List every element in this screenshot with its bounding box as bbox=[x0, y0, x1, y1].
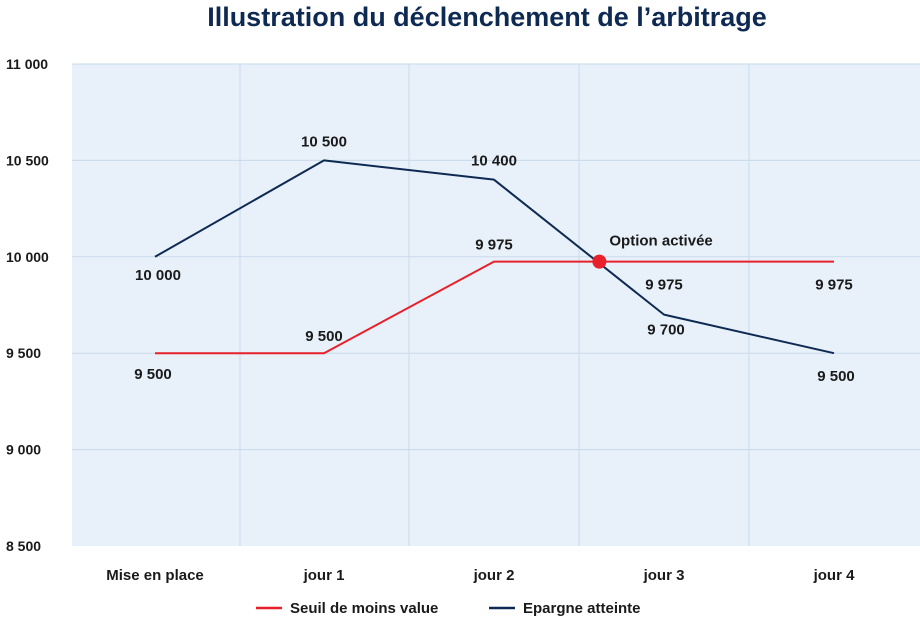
legend: Seuil de moins value Epargne atteinte bbox=[256, 600, 641, 617]
data-label: 9 500 bbox=[134, 366, 172, 383]
x-tick-label: jour 4 bbox=[813, 567, 855, 584]
y-tick-label: 11 000 bbox=[6, 56, 48, 72]
data-label: 10 000 bbox=[135, 267, 181, 284]
series-lines bbox=[154, 159, 835, 355]
y-tick-label: 9 500 bbox=[6, 345, 41, 361]
legend-label: Epargne atteinte bbox=[523, 600, 641, 617]
y-axis-ticks: 8 500 9 000 9 500 10 000 10 500 11 000 bbox=[6, 56, 49, 554]
chart-title: Illustration du déclenchement de l’arbit… bbox=[207, 2, 767, 32]
data-label: 10 500 bbox=[301, 133, 347, 150]
plot-background bbox=[72, 64, 920, 546]
data-labels: 9 500 9 500 9 975 9 975 9 975 10 000 10 500 10 … bbox=[134, 133, 855, 385]
x-tick-label: jour 1 bbox=[303, 567, 345, 584]
series-line-1 bbox=[154, 159, 835, 355]
y-tick-label: 10 500 bbox=[6, 152, 49, 168]
data-label: 9 500 bbox=[817, 368, 855, 385]
x-axis-ticks: Mise en place jour 1 jour 2 jour 3 jour 4 bbox=[106, 567, 855, 584]
x-tick-label: jour 3 bbox=[643, 567, 685, 584]
y-tick-label: 10 000 bbox=[6, 249, 49, 265]
x-tick-label: Mise en place bbox=[106, 567, 204, 584]
legend-label: Seuil de moins value bbox=[290, 600, 438, 617]
data-label: 9 975 bbox=[645, 277, 683, 294]
data-label: 9 500 bbox=[305, 328, 343, 345]
data-label: 9 975 bbox=[475, 237, 513, 254]
x-tick-label: jour 2 bbox=[473, 567, 515, 584]
annotation: Option activée bbox=[592, 233, 713, 269]
series-line-0 bbox=[155, 260, 834, 355]
data-label: 9 975 bbox=[815, 277, 853, 294]
data-label: 10 400 bbox=[471, 153, 517, 170]
y-tick-label: 8 500 bbox=[6, 538, 41, 554]
activation-point bbox=[592, 254, 607, 269]
annotation-label: Option activée bbox=[609, 233, 712, 250]
y-tick-label: 9 000 bbox=[6, 442, 41, 458]
data-label: 9 700 bbox=[647, 322, 685, 339]
